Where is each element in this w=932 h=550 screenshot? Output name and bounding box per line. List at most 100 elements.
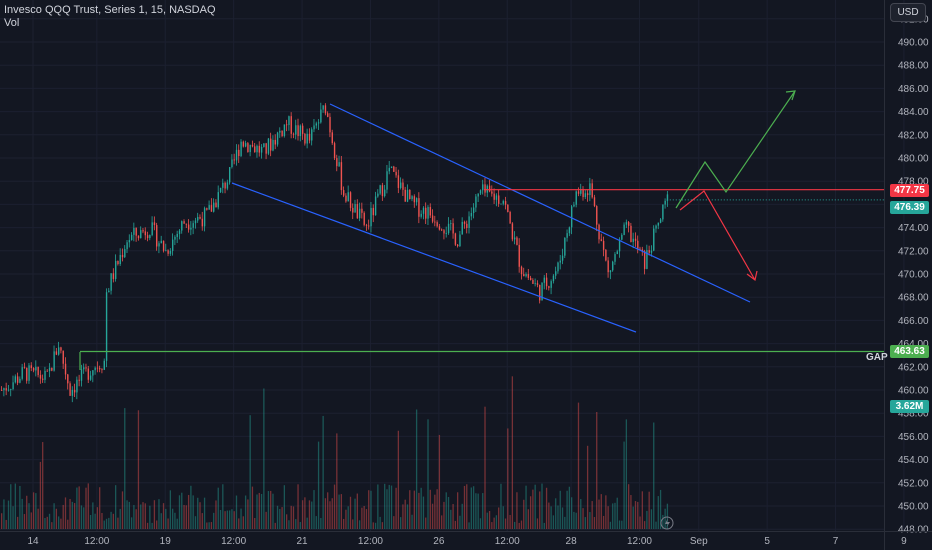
candle-body <box>445 233 447 234</box>
volume-bar <box>37 508 39 529</box>
candle-body <box>463 221 466 224</box>
volume-bar <box>69 498 71 529</box>
candle-body <box>270 138 272 151</box>
volume-bar <box>16 516 19 529</box>
candle-body <box>156 225 158 247</box>
volume-bar <box>552 515 555 529</box>
candle-body <box>203 208 206 227</box>
volume-bar <box>128 501 130 529</box>
symbol-title[interactable]: Invesco QQQ Trust, Series 1, 15, NASDAQ <box>4 4 216 16</box>
volume-bar <box>502 506 504 529</box>
price-tick-label: 462.00 <box>898 362 929 373</box>
time-tick-label: 12:00 <box>221 536 246 547</box>
candlesticks <box>1 102 669 403</box>
currency-button[interactable]: USD <box>890 3 926 22</box>
volume-bar <box>133 505 135 529</box>
volume-bar <box>311 501 313 529</box>
volume-bar <box>338 494 340 529</box>
candle-body <box>368 225 370 227</box>
volume-bar <box>235 495 238 529</box>
candle-body <box>550 281 552 288</box>
candle-body <box>169 250 172 254</box>
candle-body <box>46 370 48 372</box>
candle-body <box>621 234 623 240</box>
time-tick-label: Sep <box>690 536 708 547</box>
candle-body <box>249 145 251 153</box>
candle-body <box>7 389 10 391</box>
volume-bar <box>55 508 58 529</box>
lightning-icon[interactable] <box>660 516 674 530</box>
volume-bar <box>19 485 21 529</box>
volume-bar <box>92 502 94 529</box>
candle-body <box>659 219 662 223</box>
volume-bar <box>372 522 374 529</box>
volume-bar <box>58 516 60 529</box>
candle-body <box>76 379 78 393</box>
volume-bar <box>571 497 573 529</box>
volume-bar <box>103 520 105 529</box>
volume-bar <box>511 376 514 529</box>
price-tick-label: 482.00 <box>898 130 929 141</box>
volume-bar <box>434 494 436 529</box>
candle-body <box>290 116 292 134</box>
volume-bar <box>479 518 482 529</box>
candle-body <box>655 225 657 229</box>
candle-body <box>304 133 306 144</box>
volume-bar <box>415 409 418 529</box>
volume-bar <box>354 498 356 529</box>
candle-body <box>381 185 384 197</box>
candle-body <box>181 221 183 231</box>
volume-bar <box>507 428 509 529</box>
candle-body <box>354 204 356 213</box>
candle-body <box>58 347 60 355</box>
volume-bar <box>64 497 67 529</box>
volume-bar <box>151 522 153 529</box>
candle-body <box>425 207 427 219</box>
volume-bar <box>331 498 333 529</box>
volume-bar <box>158 499 160 529</box>
candle-body <box>64 363 67 375</box>
volume-bar <box>244 495 247 529</box>
volume-bar <box>637 501 639 529</box>
volume-bar <box>167 518 169 529</box>
volume-bar <box>493 517 495 529</box>
time-tick-label: 28 <box>566 536 578 547</box>
candle-body <box>349 192 352 208</box>
volume-bar <box>625 419 628 529</box>
volume-bar <box>254 518 256 529</box>
volume-bar <box>135 509 137 529</box>
candle-body <box>37 366 39 376</box>
volume-bar <box>377 484 379 529</box>
volume-bar <box>28 503 30 529</box>
candle-body <box>301 125 304 134</box>
candle-body <box>89 375 92 380</box>
volume-bar <box>281 507 283 529</box>
volume-bar <box>425 517 427 529</box>
candle-body <box>443 230 445 234</box>
volume-bar <box>231 509 233 529</box>
candle-body <box>96 367 99 369</box>
candle-body <box>126 242 128 250</box>
price-tick-label: 470.00 <box>898 270 929 281</box>
candle-body <box>308 133 311 141</box>
volume-bar <box>653 422 655 529</box>
candle-body <box>101 369 103 371</box>
candle-body <box>404 189 406 202</box>
volume-bar <box>329 501 331 529</box>
candle-body <box>637 240 639 249</box>
candle-body <box>516 237 518 245</box>
volume-bar <box>32 492 35 529</box>
candle-body <box>256 145 258 153</box>
candle-body <box>222 182 224 188</box>
volume-bar <box>614 502 616 529</box>
volume-bar <box>593 517 596 529</box>
volume-bar <box>381 522 384 529</box>
volume-bar <box>324 498 327 529</box>
candle-body <box>500 203 502 205</box>
volume-bar <box>413 490 415 529</box>
price-tick-label: 464.00 <box>898 339 929 350</box>
candle-body <box>146 235 149 239</box>
volume-legend-label[interactable]: Vol <box>4 17 20 29</box>
volume-bar <box>7 500 10 529</box>
